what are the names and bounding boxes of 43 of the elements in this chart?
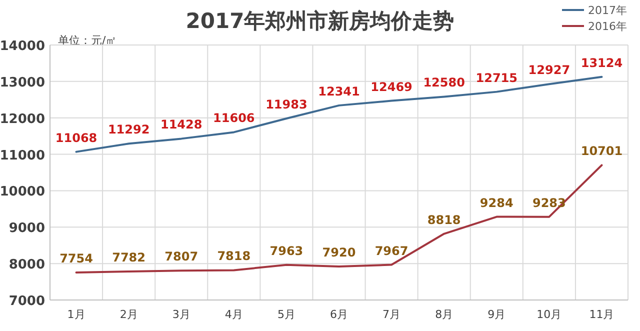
data-label: 7920 xyxy=(322,245,356,260)
data-label: 8818 xyxy=(427,212,461,227)
data-label: 7967 xyxy=(374,244,408,258)
data-label: 12469 xyxy=(370,80,412,94)
data-label: 7818 xyxy=(217,249,251,264)
data-label: 11983 xyxy=(266,97,308,112)
data-label: 12927 xyxy=(528,63,570,78)
data-label: 13124 xyxy=(580,56,623,70)
data-label: 11606 xyxy=(213,111,255,126)
y-tick-label: 12000 xyxy=(0,112,45,127)
y-tick-label: 14000 xyxy=(0,39,45,54)
data-label: 7807 xyxy=(164,250,198,264)
x-tick-label: 9月 xyxy=(488,308,506,321)
data-label: 7754 xyxy=(60,252,93,266)
legend-label: 2017年 xyxy=(588,4,627,17)
x-tick-label: 4月 xyxy=(224,308,243,321)
x-tick-label: 2月 xyxy=(120,308,138,321)
legend-label: 2016年 xyxy=(588,20,627,33)
data-label: 10701 xyxy=(580,144,623,158)
x-tick-label: 5月 xyxy=(277,308,296,321)
data-label: 7963 xyxy=(270,244,304,258)
x-tick-label: 10月 xyxy=(536,308,562,321)
y-tick-label: 7000 xyxy=(8,294,45,309)
y-tick-label: 9000 xyxy=(8,221,45,236)
data-label: 12341 xyxy=(318,84,360,98)
y-tick-label: 8000 xyxy=(8,258,45,273)
data-label: 7782 xyxy=(112,250,146,265)
x-tick-label: 3月 xyxy=(172,308,190,321)
data-label: 11428 xyxy=(160,118,202,132)
data-label: 9284 xyxy=(480,196,514,210)
x-tick-label: 1月 xyxy=(67,308,86,321)
x-tick-label: 11月 xyxy=(589,308,614,321)
data-label: 11292 xyxy=(108,122,150,137)
chart-title: 2017年郑州市新房均价走势 xyxy=(186,9,454,33)
y-tick-label: 10000 xyxy=(0,184,45,200)
y-tick-label: 13000 xyxy=(0,75,45,90)
x-tick-label: 8月 xyxy=(435,308,454,321)
y-tick-label: 11000 xyxy=(0,148,45,164)
data-label: 12715 xyxy=(476,70,518,85)
data-label: 12580 xyxy=(423,76,465,90)
x-tick-label: 7月 xyxy=(382,308,401,321)
x-tick-label: 6月 xyxy=(330,308,348,321)
data-label: 11068 xyxy=(55,130,98,145)
